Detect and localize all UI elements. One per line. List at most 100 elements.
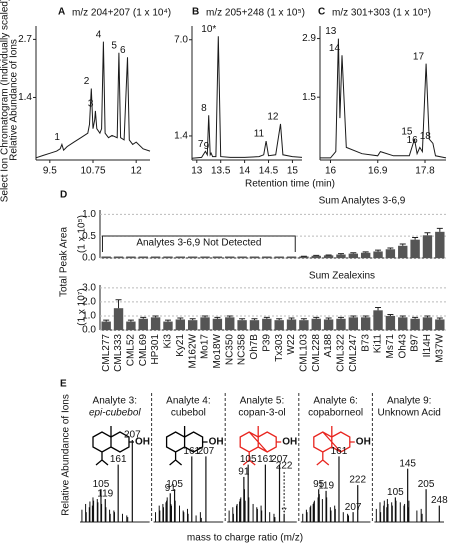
bar xyxy=(126,321,136,330)
bar xyxy=(311,318,321,330)
y-axis-unit: (1 x 10⁷) xyxy=(77,288,88,326)
peak-label: 11 xyxy=(254,129,265,140)
error-bar xyxy=(164,319,171,322)
error-bar xyxy=(362,315,369,318)
bar xyxy=(385,249,396,258)
bar xyxy=(323,319,334,330)
bracket xyxy=(101,235,296,252)
spectrum-title: Unknown Acid xyxy=(378,408,441,419)
error-bar xyxy=(189,318,196,321)
structure-bonds xyxy=(313,426,355,466)
peak-label: 161 xyxy=(331,446,348,457)
error-bar xyxy=(251,318,258,321)
peak-label: 4 xyxy=(96,29,102,40)
structure xyxy=(165,426,208,466)
peak-label: 222 xyxy=(276,461,293,472)
structure-bonds xyxy=(165,426,208,466)
error-bar xyxy=(140,316,147,319)
spectrum-title: Analyte 5: xyxy=(240,396,284,407)
error-bar xyxy=(152,315,159,318)
peak-label: 6 xyxy=(120,45,126,56)
arrow xyxy=(281,472,287,513)
peak-label: 15 xyxy=(401,127,413,138)
x-tick-label: W22 xyxy=(286,334,297,355)
bar xyxy=(150,317,161,330)
peak-label: 207 xyxy=(198,446,215,457)
x-tick-label: 14 xyxy=(239,166,251,177)
x-tick-label: 12 xyxy=(131,166,143,177)
structure-label: OH xyxy=(209,437,224,448)
peak-label: 12 xyxy=(267,112,279,123)
x-tick-label: B73 xyxy=(360,334,371,352)
bar xyxy=(237,256,247,258)
peak-label: 145 xyxy=(399,458,416,469)
panel-label: A xyxy=(58,7,65,18)
bar xyxy=(373,251,383,258)
bar xyxy=(225,317,235,330)
error-bar xyxy=(412,316,419,319)
peak-label: 207 xyxy=(271,454,288,465)
error-bar xyxy=(387,314,394,316)
peak-label: 91 xyxy=(238,467,250,478)
peak-label: 18 xyxy=(420,131,432,142)
error-bar xyxy=(424,315,431,318)
y-tick-label: 1.5 xyxy=(302,92,316,103)
bar xyxy=(113,256,124,258)
error-bar xyxy=(300,318,307,321)
bar xyxy=(410,239,420,258)
x-tick-label: NC350 xyxy=(224,334,235,366)
peak-label: 161 xyxy=(257,454,274,465)
trace xyxy=(320,38,447,159)
bar xyxy=(360,317,371,330)
peak-label: 3 xyxy=(88,99,94,110)
y-tick-label: 1.0 xyxy=(82,311,96,322)
bar xyxy=(187,320,198,330)
peak-label: 8 xyxy=(201,103,207,114)
bar xyxy=(274,256,284,258)
peak-label: 7 xyxy=(198,139,204,150)
structure-bonds xyxy=(239,426,282,466)
peak-label: 119 xyxy=(97,489,113,500)
bar xyxy=(101,321,111,330)
peak-label: 105 xyxy=(93,479,110,490)
panel-label: C xyxy=(318,7,325,18)
bar xyxy=(286,319,297,330)
bar xyxy=(163,256,173,258)
bar xyxy=(150,256,161,258)
x-tick-label: CML247 xyxy=(348,334,359,372)
error-bar xyxy=(375,307,382,311)
bar xyxy=(299,320,309,330)
error-bar xyxy=(103,319,110,322)
structure-label: OH xyxy=(135,437,150,448)
y-tick-label: 7.0 xyxy=(174,34,188,45)
bar xyxy=(138,256,148,258)
error-bar xyxy=(350,252,357,254)
bar xyxy=(200,256,210,258)
x-tick-label: CML333 xyxy=(113,334,124,372)
y-tick-label: 1.4 xyxy=(18,92,32,103)
error-bar xyxy=(226,315,233,318)
error-bar xyxy=(436,227,443,232)
error-bar xyxy=(177,317,184,320)
y-tick-label: 0.5 xyxy=(82,231,96,242)
bar xyxy=(175,319,186,330)
trace xyxy=(35,41,151,159)
panel-title: m/z 204+207 (1 x 10⁴) xyxy=(72,8,171,19)
peak-label: 207 xyxy=(124,430,141,441)
peak-label: 161 xyxy=(183,446,200,457)
x-tick-label: Il14H xyxy=(422,334,433,357)
y-tick-label: 1.4 xyxy=(174,131,188,142)
peak-label: 13 xyxy=(325,26,337,37)
error-bar xyxy=(127,319,134,322)
peak-label: 222 xyxy=(349,475,366,486)
bar xyxy=(336,254,346,258)
error-bar xyxy=(239,318,246,321)
error-bar xyxy=(325,317,332,320)
x-tick-label: CML69 xyxy=(138,334,149,367)
y-tick-label: 0.0 xyxy=(82,253,96,264)
peak-label: 95 xyxy=(313,479,325,490)
x-tick-label: 13 xyxy=(191,166,203,177)
bar xyxy=(113,308,124,330)
x-tick-label: Ms71 xyxy=(385,334,396,359)
